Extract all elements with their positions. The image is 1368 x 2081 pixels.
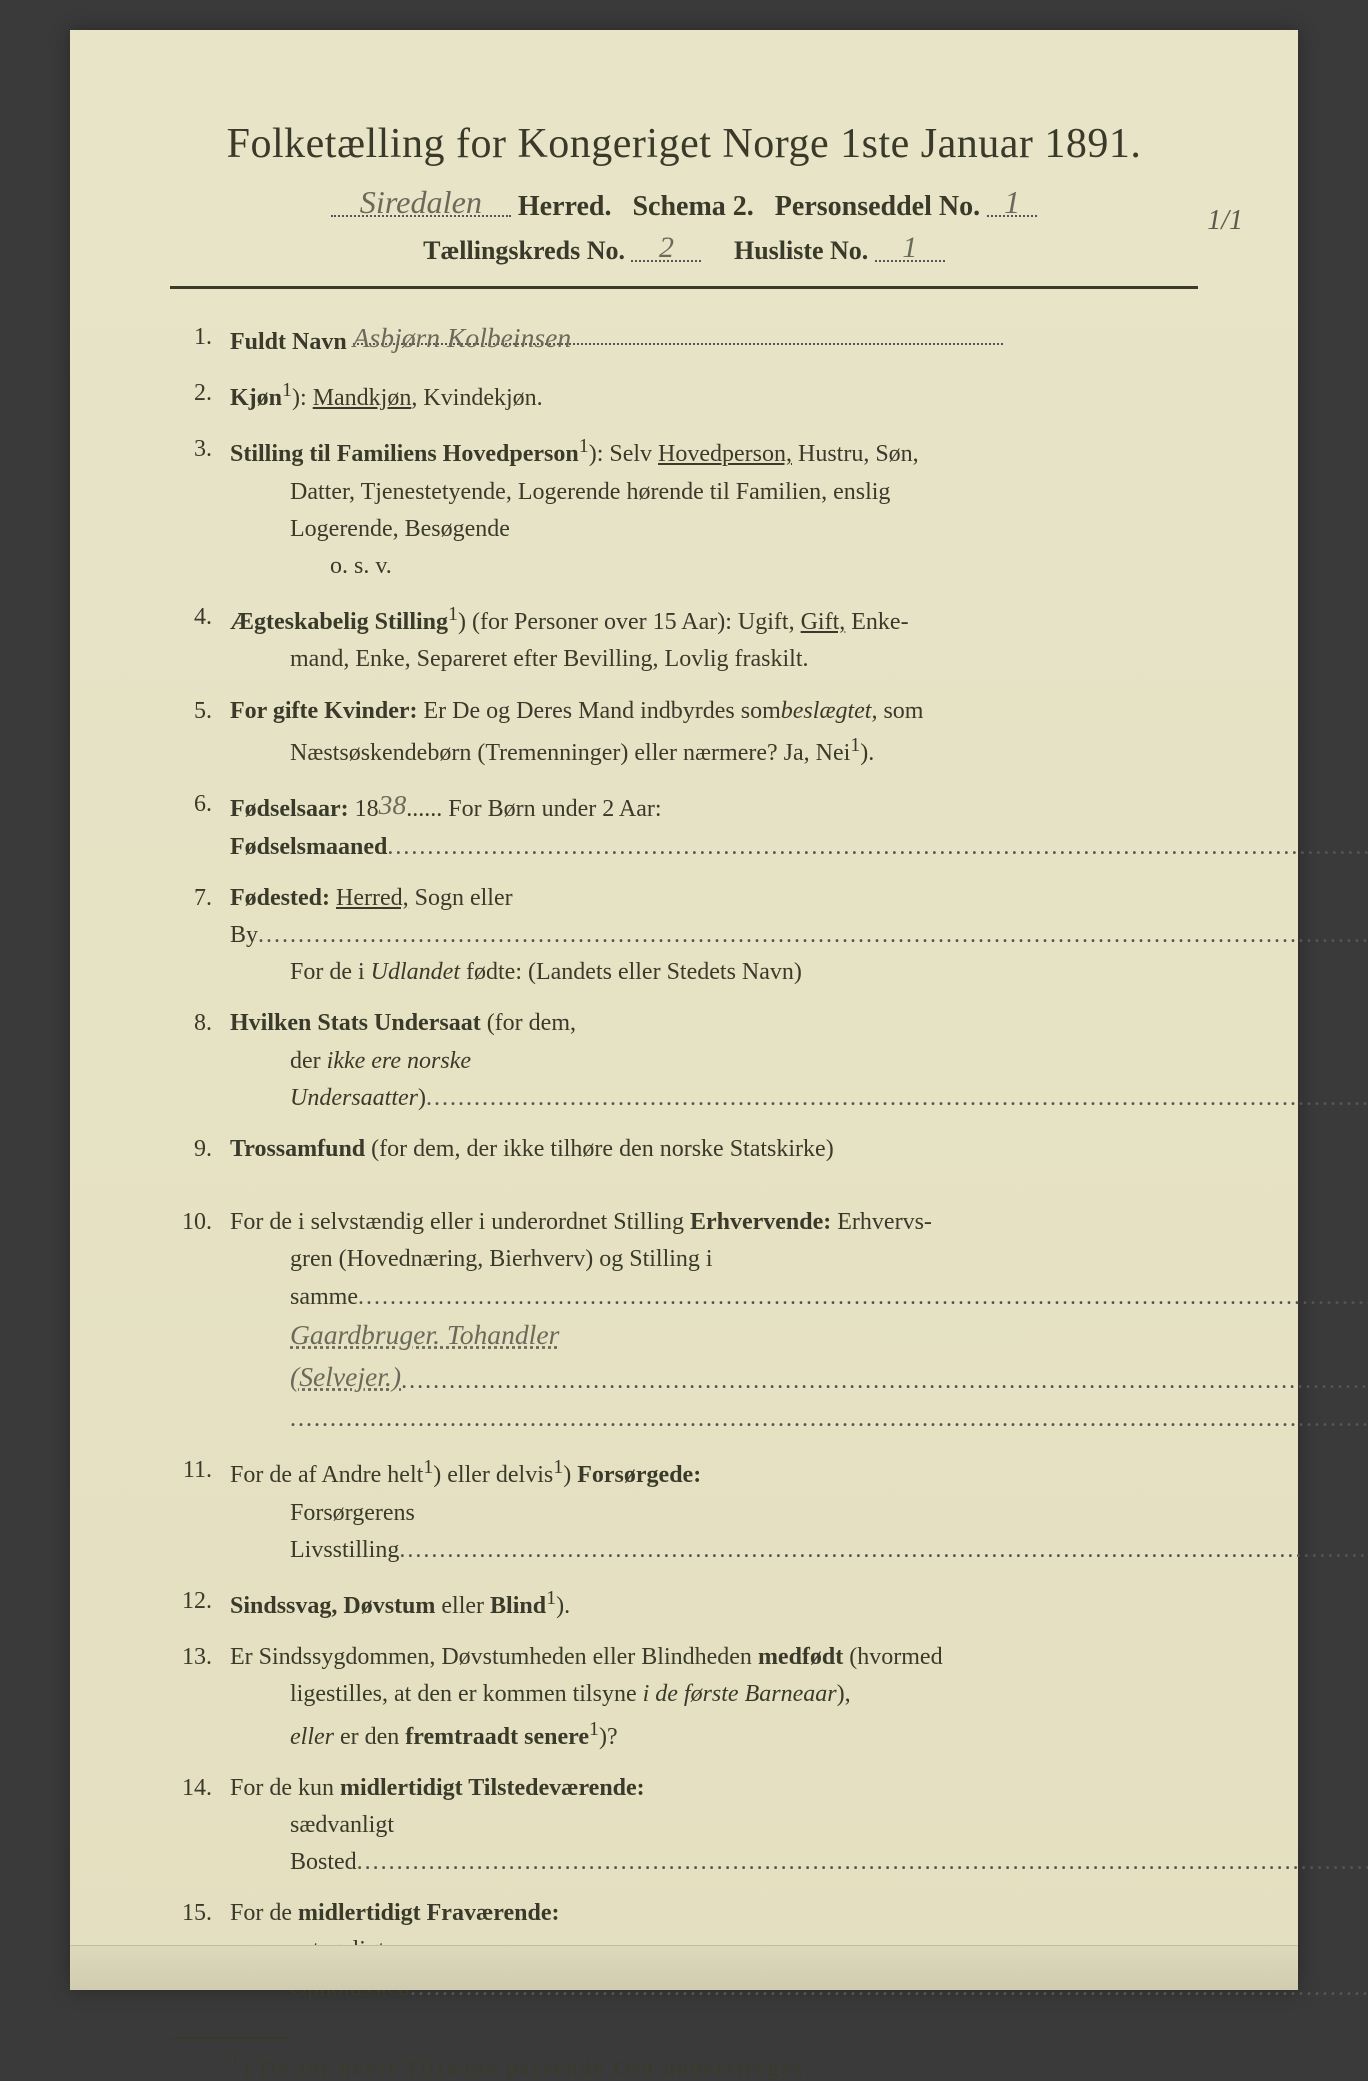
husliste-no-field: 1	[875, 233, 945, 262]
item-content: For de kun midlertidigt Tilstedeværende:…	[230, 1770, 1368, 1882]
item-number: 1.	[170, 319, 230, 361]
taellingskreds-label: Tællingskreds No.	[423, 236, 625, 265]
item-number: 12.	[170, 1583, 230, 1625]
item-content: Fødested: Herred, Sogn eller ByFor de i …	[230, 880, 1368, 992]
form-item-8: 8.Hvilken Stats Undersaat (for dem,der i…	[170, 1005, 1198, 1117]
form-item-9: 9.Trossamfund (for dem, der ikke tilhøre…	[170, 1131, 1198, 1168]
item-number: 9.	[170, 1131, 230, 1168]
header-line-2: Tællingskreds No. 2 Husliste No. 1	[170, 233, 1198, 266]
form-items: 1.Fuldt Navn Asbjørn Kolbeinsen2.Kjøn1):…	[170, 319, 1198, 2007]
item-number: 14.	[170, 1770, 230, 1882]
footnote: 1) De for hvert Tilfælde passende Ord un…	[170, 2051, 1198, 2081]
herred-field: Siredalen	[331, 186, 511, 217]
item-content: Fødselsaar: 1838...... For Børn under 2 …	[230, 786, 1368, 866]
item-content: Kjøn1): Mandkjøn, Kvindekjøn.	[230, 375, 1198, 417]
item-number: 2.	[170, 375, 230, 417]
personseddel-no-field: 1	[987, 186, 1037, 217]
item-number: 3.	[170, 431, 230, 585]
item-number: 8.	[170, 1005, 230, 1117]
item-content: Trossamfund (for dem, der ikke tilhøre d…	[230, 1131, 1198, 1168]
form-item-11: 11.For de af Andre helt1) eller delvis1)…	[170, 1452, 1198, 1569]
item-number: 5.	[170, 693, 230, 772]
item-number: 6.	[170, 786, 230, 866]
item-number: 11.	[170, 1452, 230, 1569]
document-page: Folketælling for Kongeriget Norge 1ste J…	[70, 30, 1298, 1990]
form-item-10: 10.For de i selvstændig eller i underord…	[170, 1204, 1198, 1438]
form-item-7: 7.Fødested: Herred, Sogn eller ByFor de …	[170, 880, 1198, 992]
husliste-label: Husliste No.	[734, 236, 868, 265]
form-item-13: 13.Er Sindssygdommen, Døvstumheden eller…	[170, 1639, 1198, 1756]
form-item-4: 4.Ægteskabelig Stilling1) (for Personer …	[170, 599, 1198, 678]
page-title: Folketælling for Kongeriget Norge 1ste J…	[170, 120, 1198, 168]
form-item-2: 2.Kjøn1): Mandkjøn, Kvindekjøn.	[170, 375, 1198, 417]
item-content: For de af Andre helt1) eller delvis1) Fo…	[230, 1452, 1368, 1569]
schema-label: Schema 2.	[632, 191, 753, 222]
herred-label: Herred.	[518, 191, 612, 222]
item-number: 4.	[170, 599, 230, 678]
form-item-6: 6.Fødselsaar: 1838...... For Børn under …	[170, 786, 1198, 866]
footnote-text: ) De for hvert Tilfælde passende Ord und…	[242, 2055, 813, 2080]
item-content: Er Sindssygdommen, Døvstumheden eller Bl…	[230, 1639, 1198, 1756]
item-number: 7.	[170, 880, 230, 992]
item-content: For gifte Kvinder: Er De og Deres Mand i…	[230, 693, 1198, 772]
footnote-sup: 1	[230, 2051, 242, 2071]
divider-rule	[170, 286, 1198, 289]
page-bottom-edge	[70, 1945, 1298, 1990]
item-content: Ægteskabelig Stilling1) (for Personer ov…	[230, 599, 1198, 678]
item-number: 10.	[170, 1204, 230, 1438]
form-item-3: 3.Stilling til Familiens Hovedperson1): …	[170, 431, 1198, 585]
header-line-1: Siredalen Herred. Schema 2. Personseddel…	[170, 186, 1198, 223]
item-content: Fuldt Navn Asbjørn Kolbeinsen	[230, 319, 1198, 361]
form-item-14: 14.For de kun midlertidigt Tilstedeværen…	[170, 1770, 1198, 1882]
item-content: Stilling til Familiens Hovedperson1): Se…	[230, 431, 1198, 585]
footnote-rule	[170, 2037, 290, 2039]
form-item-12: 12.Sindssvag, Døvstum eller Blind1).	[170, 1583, 1198, 1625]
item-content: Hvilken Stats Undersaat (for dem,der ikk…	[230, 1005, 1368, 1117]
personseddel-label: Personseddel No.	[775, 191, 980, 222]
item-content: Sindssvag, Døvstum eller Blind1).	[230, 1583, 1198, 1625]
taellingskreds-no-field: 2	[631, 233, 701, 262]
form-item-5: 5.For gifte Kvinder: Er De og Deres Mand…	[170, 693, 1198, 772]
item-number: 13.	[170, 1639, 230, 1756]
form-item-1: 1.Fuldt Navn Asbjørn Kolbeinsen	[170, 319, 1198, 361]
item-content: For de i selvstændig eller i underordnet…	[230, 1204, 1368, 1438]
margin-annotation: 1/1	[1207, 205, 1243, 237]
